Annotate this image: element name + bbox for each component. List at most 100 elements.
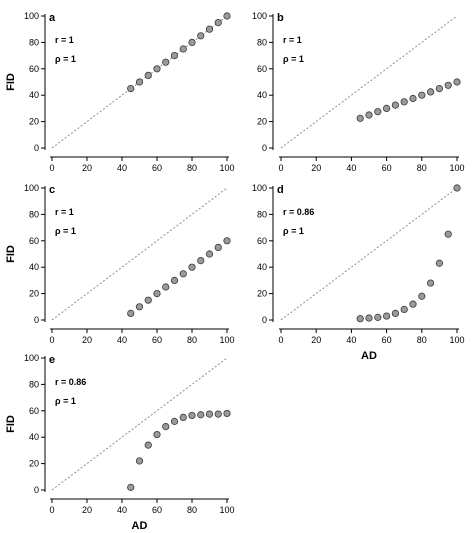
data-point	[391, 309, 399, 317]
statistic-label: r = 1	[55, 35, 74, 45]
data-point	[418, 292, 426, 300]
y-tick-label: 40	[29, 262, 39, 272]
data-point	[170, 276, 179, 284]
y-tick-label: 40	[257, 262, 267, 272]
data-point	[135, 303, 144, 311]
x-tick-label: 20	[82, 335, 92, 345]
data-point	[365, 314, 373, 322]
data-point	[223, 409, 231, 418]
x-tick-label: 80	[417, 335, 427, 345]
y-tick-label: 0	[34, 485, 39, 495]
y-tick-label: 40	[29, 432, 39, 442]
y-tick-label: 80	[257, 37, 267, 47]
data-point	[409, 300, 417, 308]
x-tick-label: 100	[449, 163, 464, 173]
data-point	[223, 237, 231, 245]
data-point	[356, 315, 364, 323]
data-point	[188, 411, 196, 420]
data-point	[153, 289, 161, 298]
x-tick-label: 20	[82, 163, 92, 173]
statistic-label: ρ = 1	[283, 226, 304, 236]
data-point	[205, 410, 214, 418]
panel-e: 0 20 40 60 80 100 0 20 40 60 80 100 e r = 0.86 ρ = 1 FI…	[5, 353, 235, 532]
panel-d: 0 20 40 60 80 100 0 20 40 60 80 100 d r = 0.86 ρ = 1 AD	[252, 183, 465, 362]
y-tick-label: 80	[29, 209, 39, 219]
y-tick-label: 0	[34, 315, 39, 325]
data-point	[365, 111, 373, 119]
x-tick-label: 100	[219, 505, 234, 515]
data-point	[214, 18, 222, 27]
data-point	[179, 45, 187, 53]
y-axis-title: FID	[5, 73, 17, 91]
data-point	[382, 312, 391, 320]
x-tick-label: 60	[382, 335, 392, 345]
identity-reference-line	[51, 187, 228, 321]
x-tick-label: 0	[49, 163, 54, 173]
data-point	[418, 91, 426, 99]
data-point	[197, 411, 205, 419]
x-tick-label: 20	[311, 163, 321, 173]
data-point	[400, 98, 408, 106]
y-tick-label: 20	[29, 289, 39, 299]
statistic-label: r = 1	[283, 35, 302, 45]
statistic-label: ρ = 1	[283, 54, 304, 64]
y-axis-title: FID	[5, 245, 17, 263]
data-point	[205, 25, 214, 33]
data-point	[162, 58, 170, 66]
x-tick-label: 40	[117, 335, 127, 345]
data-point	[179, 270, 187, 278]
y-tick-label: 60	[29, 64, 39, 74]
y-tick-label: 20	[257, 117, 267, 127]
identity-reference-line	[51, 357, 228, 491]
y-tick-label: 100	[252, 183, 267, 193]
panel-a: 0 20 40 60 80 100 0 20 40 60 80 100 a r = 1 ρ = 1 FID	[5, 11, 235, 173]
data-point	[179, 413, 187, 421]
y-tick-label: 60	[29, 406, 39, 416]
panel-c: 0 20 40 60 80 100 0 20 40 60 80 100 c r = 1 ρ = 1 FID	[5, 183, 235, 345]
y-tick-label: 20	[29, 117, 39, 127]
data-point	[214, 243, 222, 251]
data-point	[409, 94, 417, 103]
statistic-label: r = 0.86	[283, 207, 314, 217]
data-point	[135, 457, 144, 465]
x-tick-label: 20	[311, 335, 321, 345]
x-tick-label: 60	[152, 335, 162, 345]
data-point	[170, 417, 179, 425]
data-point	[162, 283, 170, 291]
data-point	[435, 259, 443, 267]
statistic-label: ρ = 1	[55, 54, 76, 64]
y-tick-label: 0	[262, 143, 267, 153]
data-point	[197, 256, 205, 265]
data-point	[382, 104, 391, 113]
data-point	[153, 65, 161, 73]
data-point	[374, 313, 382, 321]
data-point	[374, 108, 382, 116]
data-point	[435, 85, 443, 93]
x-tick-label: 0	[278, 163, 283, 173]
panel-label: c	[49, 184, 55, 196]
data-point	[400, 305, 408, 314]
x-tick-label: 60	[152, 163, 162, 173]
data-point	[444, 230, 452, 238]
x-tick-label: 40	[117, 505, 127, 515]
data-point	[127, 483, 135, 491]
x-axis-title: AD	[361, 350, 377, 362]
statistic-label: ρ = 1	[55, 226, 76, 236]
x-tick-label: 60	[382, 163, 392, 173]
x-tick-label: 60	[152, 505, 162, 515]
data-point	[453, 78, 461, 86]
x-tick-label: 0	[49, 335, 54, 345]
x-tick-label: 100	[449, 335, 464, 345]
x-axis-title: AD	[132, 520, 148, 532]
data-point	[205, 250, 214, 258]
y-tick-label: 100	[24, 183, 39, 193]
data-point	[444, 81, 452, 89]
data-point	[391, 101, 399, 109]
panel-label: d	[277, 184, 284, 196]
data-point	[153, 430, 161, 439]
y-tick-label: 0	[262, 315, 267, 325]
data-point	[197, 32, 205, 40]
data-point	[127, 85, 135, 93]
data-point	[426, 88, 435, 96]
y-tick-label: 20	[29, 459, 39, 469]
